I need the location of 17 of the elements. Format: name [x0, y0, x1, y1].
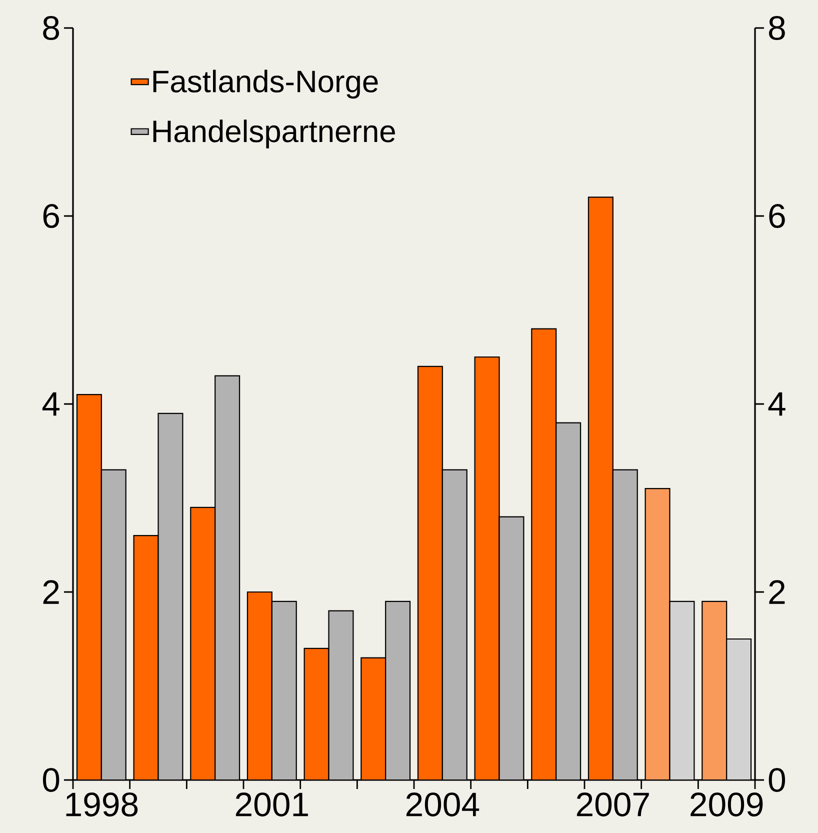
y-tick-label: 8: [43, 16, 60, 40]
legend-label: Fastlands-Norge: [153, 70, 378, 99]
y2-tick-label: 8: [769, 16, 785, 40]
y-tick-label: 4: [42, 392, 60, 416]
x-tick-label: 2004: [406, 792, 480, 816]
y-tick-label: 0: [42, 768, 60, 792]
y2-tick-label: 4: [768, 392, 786, 416]
x-tick-label: 2007: [576, 792, 649, 816]
y2-tick-label: 6: [769, 204, 785, 228]
legend-label: Handelspartnerne: [153, 120, 395, 148]
y2-tick-label: 0: [768, 768, 786, 792]
x-tick-label: 1998: [66, 792, 138, 816]
y-tick-label: 2: [43, 580, 59, 604]
y-tick-label: 6: [43, 204, 59, 228]
x-tick-label: 2001: [236, 792, 308, 816]
y2-tick-label: 2: [769, 580, 785, 604]
x-tick-label: 2009: [690, 792, 763, 816]
